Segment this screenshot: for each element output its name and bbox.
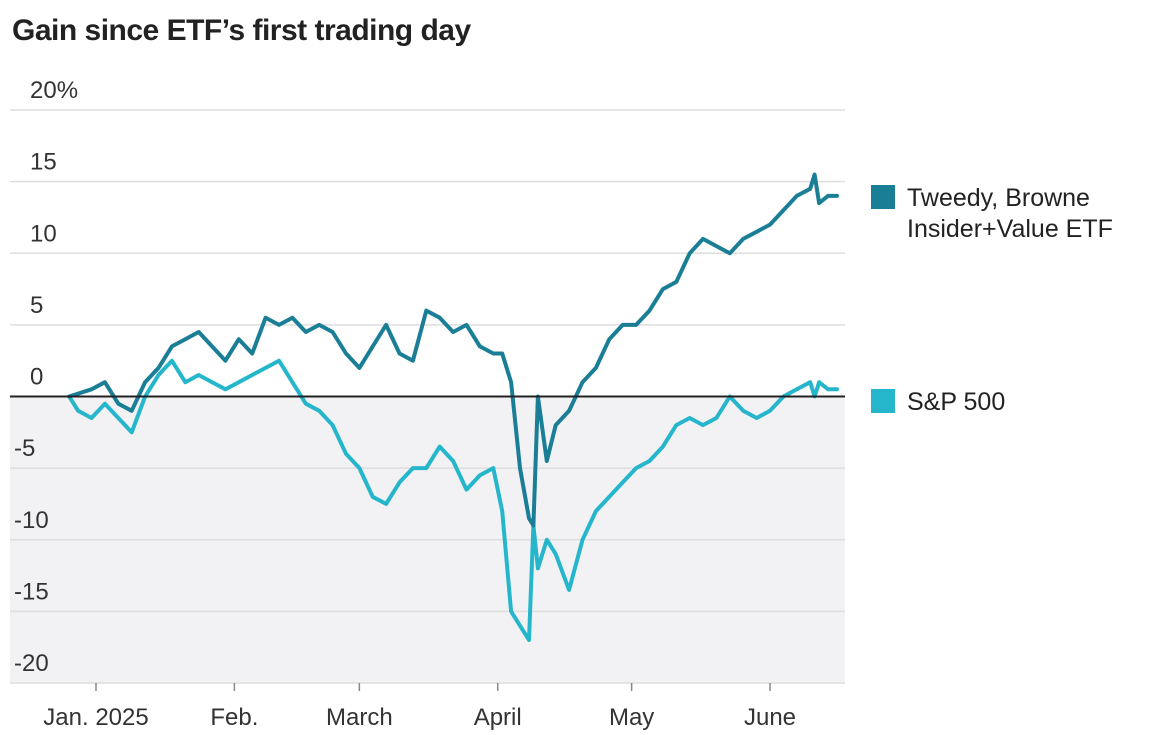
y-tick-label: 20% [30,77,78,104]
x-tick-label: April [474,704,522,731]
y-tick-label: -5 [14,435,35,462]
y-tick-label: 5 [30,292,43,319]
legend-swatch-tweedy [871,185,895,209]
series-line-tweedy [67,172,839,528]
legend-swatch-sp500 [871,389,895,413]
x-tick-label: May [609,704,654,731]
y-tick-label: -15 [14,578,49,605]
x-tick-label: Jan. 2025 [43,704,148,731]
y-tick-label: 15 [30,149,57,176]
x-tick-label: Feb. [210,704,258,731]
legend-label-tweedy: Tweedy, Browne Insider+Value ETF [907,184,1113,243]
y-tick-label: 0 [30,364,43,391]
y-tick-label: -20 [14,650,49,677]
y-tick-label: -10 [14,507,49,534]
series-line-sp500 [67,358,839,642]
y-tick-label: 10 [30,220,57,247]
chart-title: Gain since ETF’s first trading day [12,14,471,47]
legend-label-sp500: S&P 500 [907,388,1006,416]
x-tick-label: March [326,704,393,731]
x-tick-label: June [744,704,796,731]
